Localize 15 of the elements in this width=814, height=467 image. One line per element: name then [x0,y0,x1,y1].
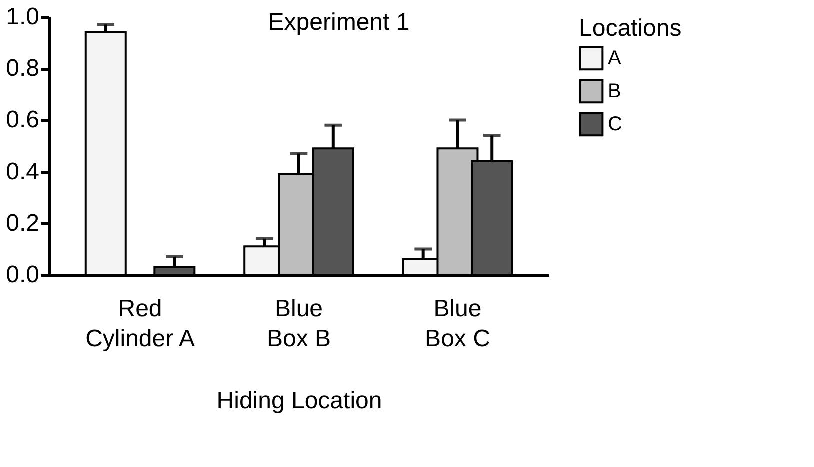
y-tick-label: 0.0 [6,262,40,288]
y-tick-label: 0.4 [6,158,40,186]
legend-label: B [608,80,622,102]
x-tick-label: Blue Box B [266,296,332,352]
y-tick-label: 0.2 [6,210,40,237]
x-axis-title: Hiding Location [216,388,382,414]
legend-title: Locations [579,15,682,42]
y-tick-label: 1.0 [6,4,40,30]
legend-label: A [608,48,622,70]
chart-title: Experiment 1 [268,9,410,36]
legend-label: C [608,114,622,136]
x-tick-label: Red Cylinder A [86,296,195,352]
y-tick-label: 0.8 [6,55,40,82]
x-tick-label: Blue Box C [425,296,490,352]
y-tick-label: 0.6 [6,106,40,134]
